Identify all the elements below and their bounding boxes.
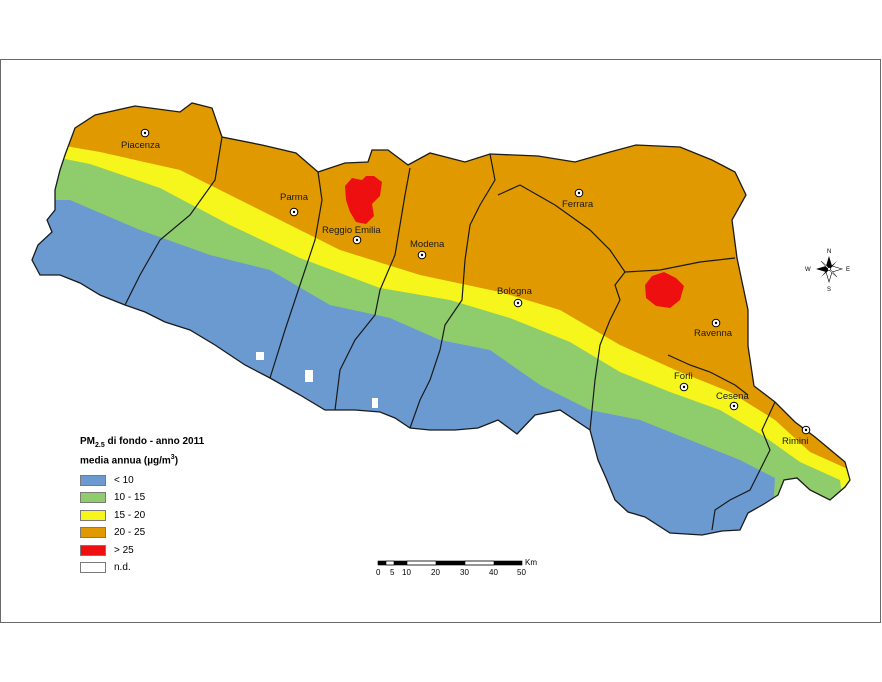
city-cesena[interactable]: Cesena <box>716 391 749 411</box>
legend-label: 20 - 25 <box>114 527 146 539</box>
city-label-forli: Forlì <box>674 371 693 382</box>
city-modena[interactable]: Modena <box>410 239 445 260</box>
city-label-ravenna: Ravenna <box>694 328 733 339</box>
city-bologna[interactable]: Bologna <box>497 286 533 308</box>
city-markers: Piacenza Parma Reggio Emilia Modena Ferr… <box>121 128 811 447</box>
boundary-piacenza-parma <box>124 136 223 306</box>
scale-tick-30: 30 <box>460 568 469 577</box>
compass-rose-icon: N S E W <box>805 249 850 293</box>
scale-tick-0: 0 <box>376 568 381 577</box>
legend-label: < 10 <box>114 474 134 486</box>
legend-title-line2: media annua (µg/m3) <box>80 454 179 467</box>
legend-label: 15 - 20 <box>114 509 146 521</box>
scale-tick-5: 5 <box>390 568 395 577</box>
scale-tick-20: 20 <box>431 568 440 577</box>
boundary-bologna-ferrara <box>497 184 626 273</box>
hotspot-reggio-emilia <box>345 176 382 224</box>
province-boundaries <box>31 102 851 536</box>
scale-tick-40: 40 <box>489 568 498 577</box>
city-rimini[interactable]: Rimini <box>782 425 811 447</box>
scale-tick-10: 10 <box>402 568 411 577</box>
legend-swatch <box>80 562 106 574</box>
boundary-forli-rimini <box>711 401 776 531</box>
legend-label: 10 - 15 <box>114 492 146 504</box>
legend-item-10-15: 10 - 15 <box>80 489 204 507</box>
boundary-ravenna-forli <box>667 354 749 396</box>
city-piacenza[interactable]: Piacenza <box>121 128 161 151</box>
city-label-rimini: Rimini <box>782 436 808 447</box>
legend-swatch <box>80 492 106 504</box>
legend-item-gt-25: > 25 <box>80 541 204 559</box>
boundary-reggio-modena <box>334 167 411 411</box>
compass-e: E <box>846 267 850 273</box>
map-frame <box>0 59 881 623</box>
city-reggio-emilia[interactable]: Reggio Emilia <box>322 225 381 245</box>
legend-label: n.d. <box>114 562 131 574</box>
city-ferrara[interactable]: Ferrara <box>562 188 594 210</box>
legend-item-15-20: 15 - 20 <box>80 506 204 524</box>
city-parma[interactable]: Parma <box>280 192 309 217</box>
scale-unit: Km <box>525 558 537 567</box>
city-label-bologna: Bologna <box>497 286 533 297</box>
compass-w: W <box>805 267 811 273</box>
scale-bar: 0 5 10 20 30 40 50 Km <box>376 558 537 577</box>
legend-title-line1: PM2.5 di fondo - anno 2011 <box>80 436 205 449</box>
legend-swatch <box>80 544 106 556</box>
boundary-parma-reggio <box>269 171 323 379</box>
nd-patch <box>372 398 378 408</box>
city-label-cesena: Cesena <box>716 391 749 402</box>
city-label-reggio-emilia: Reggio Emilia <box>322 225 381 236</box>
boundary-modena-bologna <box>409 153 496 429</box>
legend-label: > 25 <box>114 544 134 556</box>
legend-item-20-25: 20 - 25 <box>80 524 204 542</box>
city-label-parma: Parma <box>280 192 309 203</box>
nd-patch <box>256 352 264 360</box>
legend-swatch <box>80 474 106 486</box>
boundary-ferrara-ravenna <box>624 257 736 273</box>
legend-swatch <box>80 509 106 521</box>
nd-patch <box>305 370 313 382</box>
compass-s: S <box>827 287 831 293</box>
legend-swatch <box>80 527 106 539</box>
city-forli[interactable]: Forlì <box>674 371 693 392</box>
legend-item-nd: n.d. <box>80 559 204 577</box>
city-label-piacenza: Piacenza <box>121 140 161 151</box>
city-label-ferrara: Ferrara <box>562 199 594 210</box>
scale-tick-50: 50 <box>517 568 526 577</box>
hotspot-ravenna <box>645 272 684 308</box>
legend-item-lt-10: < 10 <box>80 471 204 489</box>
compass-n: N <box>827 249 831 255</box>
city-label-modena: Modena <box>410 239 445 250</box>
map-legend: PM2.5 di fondo - anno 2011 media annua (… <box>80 436 204 576</box>
city-ravenna[interactable]: Ravenna <box>694 318 733 339</box>
boundary-bologna-ravenna <box>589 271 626 431</box>
